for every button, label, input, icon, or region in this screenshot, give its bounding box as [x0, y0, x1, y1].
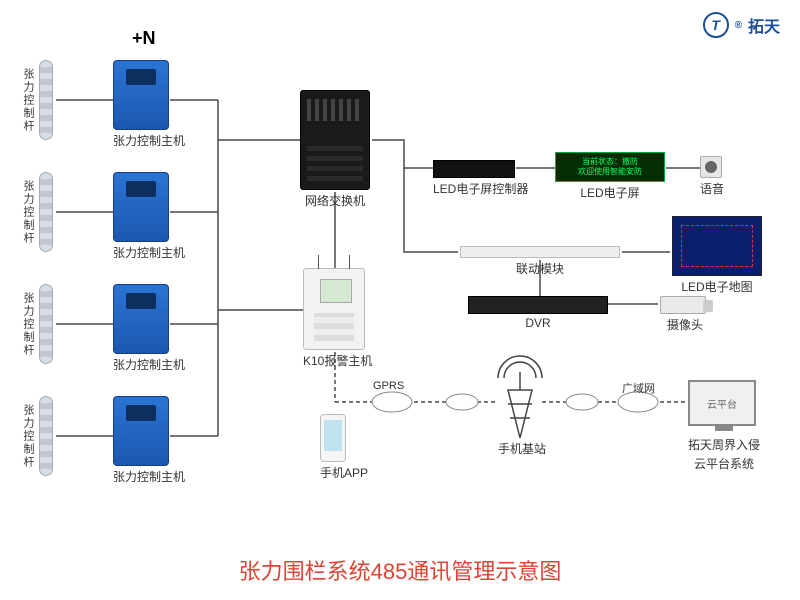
led-map-label: LED电子地图	[672, 278, 762, 295]
linkage-module: 联动模块	[460, 246, 620, 277]
camera-icon	[660, 296, 706, 314]
gprs-label: GPRS	[373, 380, 404, 392]
host-icon	[113, 172, 169, 242]
phone-icon	[320, 414, 346, 462]
led-ctrl-label: LED电子屏控制器	[433, 180, 528, 197]
host-label: 张力控制主机	[113, 468, 185, 485]
tension-host: 张力控制主机	[113, 172, 185, 261]
logo-brand: 拓天	[748, 13, 780, 37]
dvr-icon	[468, 296, 608, 314]
tension-host: 张力控制主机	[113, 284, 185, 373]
logo-mark: T	[703, 12, 729, 38]
led-map-icon	[672, 216, 762, 276]
linkage-icon	[460, 246, 620, 258]
tension-host: 张力控制主机	[113, 396, 185, 485]
logo-reg: ®	[735, 20, 742, 31]
pole-label: 张力控制杆	[20, 404, 36, 469]
phone-app: 手机APP	[320, 414, 368, 481]
diagram-title: 张力围栏系统485通讯管理示意图	[0, 554, 800, 586]
host-icon	[113, 284, 169, 354]
network-switch: 网络交换机	[300, 90, 370, 209]
pole-icon	[39, 396, 53, 476]
led-screen-label: LED电子屏	[555, 184, 665, 201]
camera: 摄像头	[660, 296, 706, 333]
tension-pole: 张力控制杆	[20, 284, 53, 364]
host-label: 张力控制主机	[113, 244, 185, 261]
camera-label: 摄像头	[664, 316, 706, 333]
speaker-icon	[700, 156, 722, 178]
alarm-label: K10报警主机	[303, 352, 372, 369]
switch-label: 网络交换机	[300, 192, 370, 209]
tension-host: 张力控制主机	[113, 60, 185, 149]
linkage-label: 联动模块	[460, 260, 620, 277]
host-icon	[113, 396, 169, 466]
pole-icon	[39, 60, 53, 140]
switch-icon	[300, 90, 370, 190]
pole-label: 张力控制杆	[20, 292, 36, 357]
host-label: 张力控制主机	[113, 356, 185, 373]
dvr-label: DVR	[468, 316, 608, 330]
plus-n-label: +N	[132, 28, 156, 49]
pole-icon	[39, 172, 53, 252]
phone-label: 手机APP	[320, 464, 368, 481]
pole-icon	[39, 284, 53, 364]
cloud-sys-1: 拓天周界入侵	[688, 436, 760, 453]
host-icon	[113, 60, 169, 130]
led-screen-icon: 当前状态：撤防 欢迎使用智能安防	[555, 152, 665, 182]
speaker: 语音	[700, 156, 724, 197]
tower-label: 手机基站	[498, 440, 546, 457]
brand-logo: T ® 拓天	[703, 12, 780, 38]
cloud-sys-2: 云平台系统	[688, 455, 760, 472]
led-line1: 当前状态：撤防	[582, 157, 638, 167]
led-ctrl-icon	[433, 160, 515, 178]
tension-pole: 张力控制杆	[20, 60, 53, 140]
dvr: DVR	[468, 296, 608, 330]
led-map: LED电子地图	[672, 216, 762, 295]
led-line2: 欢迎使用智能安防	[578, 167, 642, 177]
cloud-monitor: 云平台 拓天周界入侵 云平台系统	[688, 380, 760, 472]
alarm-icon	[303, 268, 365, 350]
host-label: 张力控制主机	[113, 132, 185, 149]
alarm-host: K10报警主机	[303, 268, 372, 369]
speaker-label: 语音	[700, 180, 724, 197]
led-controller: LED电子屏控制器	[433, 160, 528, 197]
pole-label: 张力控制杆	[20, 68, 36, 133]
led-screen: 当前状态：撤防 欢迎使用智能安防 LED电子屏	[555, 152, 665, 201]
tension-pole: 张力控制杆	[20, 172, 53, 252]
pole-label: 张力控制杆	[20, 180, 36, 245]
monitor-icon: 云平台	[688, 380, 756, 426]
monitor-text: 云平台	[690, 382, 754, 411]
wan-label: 广域网	[622, 380, 655, 396]
tension-pole: 张力控制杆	[20, 396, 53, 476]
